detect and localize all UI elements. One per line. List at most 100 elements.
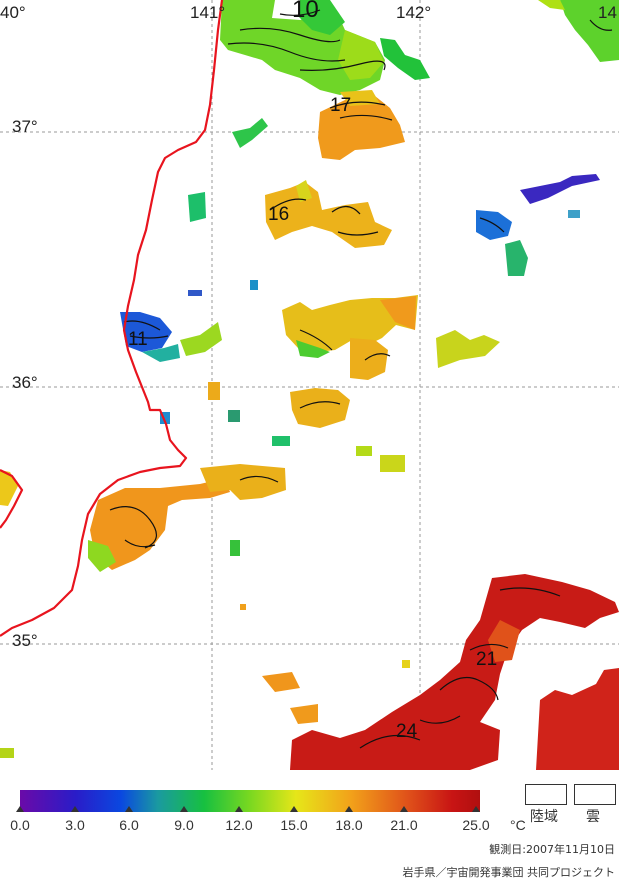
contour-line (499, 587, 561, 597)
contour-line (227, 42, 346, 62)
colorbar-tick-label: 6.0 (119, 817, 139, 833)
contour-line (359, 734, 421, 749)
longitude-label: 40° (0, 3, 26, 22)
sst-patch (230, 540, 240, 556)
sst-patch (90, 478, 230, 570)
sst-patch (520, 174, 600, 204)
colorbar-tick-label: 0.0 (10, 817, 30, 833)
sst-patch (338, 30, 384, 80)
colorbar-tick-label: 12.0 (225, 817, 253, 833)
contour-line (589, 19, 613, 31)
sst-patch (208, 382, 220, 400)
contour-line (299, 60, 386, 71)
contour-line (364, 353, 391, 361)
colorbar-tick (125, 806, 133, 812)
sst-patch (350, 338, 388, 380)
contour-line (124, 539, 156, 548)
cloud-label: 雲 (586, 809, 600, 825)
sst-patch (436, 330, 500, 368)
longitude-label: 141° (190, 3, 226, 22)
contour-line (269, 198, 307, 211)
sst-patch (380, 455, 405, 472)
contour-line (339, 114, 393, 121)
contour-line (469, 643, 509, 651)
colorbar-tick-label: 9.0 (174, 817, 194, 833)
sst-patch (476, 210, 512, 240)
sst-patches (0, 0, 619, 770)
sst-patch (120, 312, 172, 352)
sst-patch (0, 748, 14, 758)
colorbar-tick (472, 806, 480, 812)
sst-patch (402, 660, 410, 668)
temperature-colorbar (20, 790, 480, 812)
sst-patch (356, 446, 372, 456)
sst-patch (538, 0, 565, 10)
sst-patch (296, 180, 312, 202)
sst-patch (220, 0, 385, 95)
latitude-label: 37° (12, 117, 38, 136)
sst-patch (290, 704, 318, 724)
sst-patch (188, 290, 202, 296)
coastline-path (0, 469, 24, 529)
contour-line (123, 320, 161, 331)
observation-date: 観測日:2007年11月10日 (489, 843, 615, 856)
colorbar-tick-label: 3.0 (65, 817, 85, 833)
colorbar-tick-label: 25.0 (462, 817, 490, 833)
contour-line (239, 27, 341, 43)
sst-patch (240, 604, 246, 610)
isotherm-label: 16 (268, 204, 290, 225)
contour-line (129, 335, 169, 339)
colorbar-tick-label: 21.0 (390, 817, 418, 833)
sst-patch (200, 464, 286, 500)
sst-patch (290, 574, 619, 770)
isotherm-label: 17 (330, 95, 352, 116)
contour-line (109, 506, 157, 549)
sst-patch (318, 96, 405, 160)
isotherm-contours (109, 9, 613, 749)
sst-patch (298, 0, 345, 35)
contour-line (479, 217, 505, 233)
sst-patch (232, 118, 268, 148)
isotherm-label: 21 (476, 649, 498, 670)
lat-lon-grid (0, 0, 619, 770)
sst-patch (505, 240, 528, 276)
colorbar-tick (71, 806, 79, 812)
sst-patch (296, 340, 330, 358)
contour-line (439, 677, 499, 701)
coastline-path (0, 0, 224, 637)
sst-patch (265, 182, 392, 248)
coastline (0, 0, 224, 637)
colorbar-tick (400, 806, 408, 812)
sst-patch (380, 38, 430, 80)
sst-patch (380, 296, 416, 330)
isotherm-label: 11 (128, 329, 148, 350)
contour-line (279, 9, 321, 16)
contour-line (299, 401, 341, 409)
sst-patch (180, 322, 222, 356)
contour-line (239, 475, 279, 483)
contour-line (331, 205, 361, 215)
sst-patch (290, 388, 350, 428)
sst-patch (560, 0, 619, 62)
land-label: 陸域 (530, 809, 558, 825)
colorbar-tick-label: 18.0 (335, 817, 363, 833)
sst-patch (488, 620, 520, 662)
colorbar-tick (290, 806, 298, 812)
sst-patch (262, 672, 300, 692)
sst-patch (272, 436, 290, 446)
latitude-label: 36° (12, 373, 38, 392)
colorbar-unit: °C (510, 817, 526, 833)
sst-patch (568, 210, 580, 218)
sst-patch (228, 410, 240, 422)
longitude-label: 14 (598, 3, 617, 22)
isotherm-label: 24 (396, 721, 418, 742)
sst-map (0, 0, 619, 770)
isotherm-label: 10 (292, 0, 319, 23)
sst-patch (88, 540, 116, 572)
colorbar-tick (345, 806, 353, 812)
colorbar-tick (16, 806, 24, 812)
credit-line: 岩手県／宇宙開発事業団 共同プロジェクト (402, 866, 616, 879)
cloud-swatch (574, 784, 616, 805)
sst-patch (250, 280, 258, 290)
longitude-label: 142° (396, 3, 432, 22)
